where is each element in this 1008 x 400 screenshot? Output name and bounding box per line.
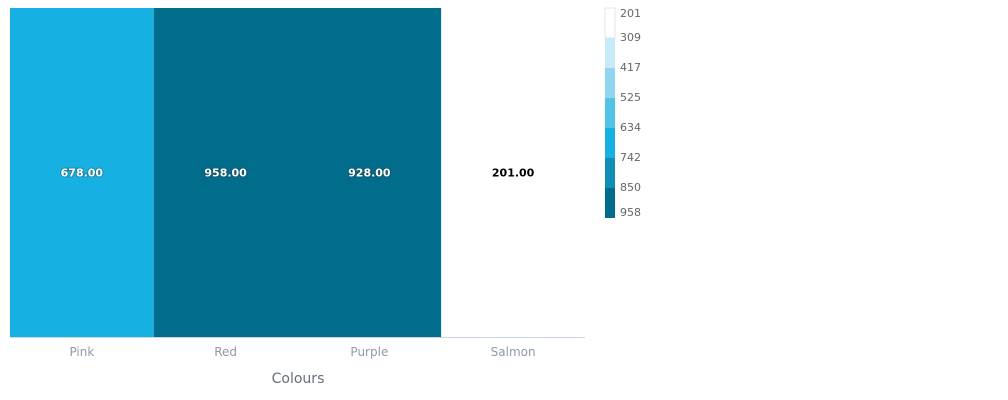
legend-tick-label: 525 (620, 91, 641, 104)
cell-value-label: 678.00 (61, 167, 104, 180)
legend-color-band (605, 158, 615, 188)
x-tick-label: Red (214, 345, 237, 359)
legend-tick-label: 850 (620, 181, 641, 194)
legend-tick-label: 958 (620, 206, 641, 219)
heatmap-cell-purple (297, 8, 442, 337)
x-tick-label: Salmon (491, 345, 536, 359)
heatmap-cell-red (153, 8, 298, 337)
legend-color-band (605, 98, 615, 128)
legend-tick-label: 417 (620, 61, 641, 74)
cell-value-label: 928.00 (348, 167, 391, 180)
heatmap-cell-pink (10, 8, 154, 337)
legend-tick-label: 201 (620, 7, 641, 20)
x-axis-ticks: Pink Red Purple Salmon (69, 345, 535, 359)
legend-tick-label: 309 (620, 31, 641, 44)
cell-value-label: 201.00 (492, 167, 535, 180)
x-axis-title: Colours (272, 371, 325, 387)
legend-color-band (605, 188, 615, 218)
legend-color-band (605, 38, 615, 68)
legend-tick-label: 742 (620, 151, 641, 164)
cell-value-label: 958.00 (204, 167, 247, 180)
legend-tick-label: 634 (620, 121, 641, 134)
heatmap-cells: 678.00 958.00 928.00 201.00 (10, 8, 585, 337)
x-tick-label: Pink (69, 345, 94, 359)
x-tick-label: Purple (350, 345, 388, 359)
legend-color-band (605, 68, 615, 98)
color-legend: 201 309 417 525 634 742 850 958 (604, 7, 641, 219)
legend-color-band (605, 128, 615, 158)
heatmap-cell-salmon (441, 8, 585, 337)
legend-color-band (604, 7, 616, 39)
